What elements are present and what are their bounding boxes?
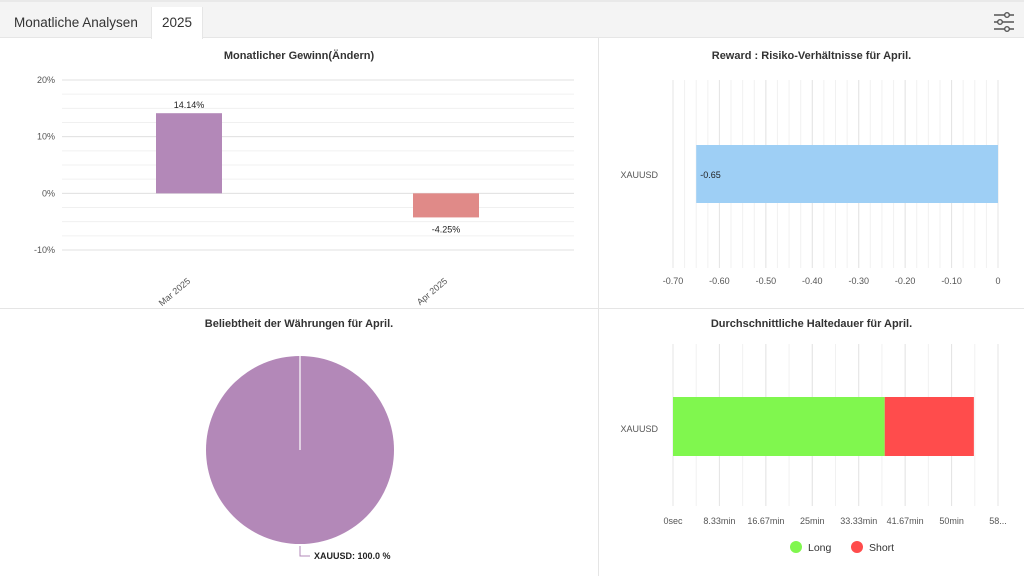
x-tick-label: -0.60	[709, 276, 730, 286]
x-tick-label: 8.33min	[703, 516, 735, 526]
sliders-icon[interactable]	[992, 10, 1016, 34]
tab-year-2025[interactable]: 2025	[151, 7, 204, 39]
x-tick-label: -0.30	[848, 276, 869, 286]
monthly-profit-chart: 20% 10% 0% -10% 14.14% Mar 2025 -4.25% Apr 2025	[34, 75, 574, 308]
panel-divider-horizontal	[0, 308, 1024, 309]
x-tick-label: 58...	[989, 516, 1007, 526]
chart-title-reward: Reward : Risiko-Verhältnisse für April.	[711, 50, 912, 62]
bar	[156, 113, 222, 194]
y-tick-label: XAUUSD	[620, 424, 658, 434]
x-tick-label: Mar 2025	[157, 276, 193, 308]
y-tick-label: 10%	[37, 132, 55, 142]
x-tick-label: -0.10	[941, 276, 962, 286]
tab-monthly-analyses[interactable]: Monatliche Analysen	[14, 15, 138, 30]
legend-label: Long	[808, 542, 832, 554]
data-label: -4.25%	[432, 224, 461, 234]
y-tick-label: 0%	[42, 188, 55, 198]
chart-title-monthly: Monatlicher Gewinn(Ändern)	[223, 50, 375, 62]
x-tick-label: -0.50	[756, 276, 777, 286]
x-tick-label: -0.70	[663, 276, 684, 286]
x-tick-label: 0	[995, 276, 1000, 286]
reward-risk-chart: -0.70 -0.60 -0.50 -0.40 -0.30 -0.20 -0.10 0 XAUU…	[620, 80, 1001, 286]
pie-data-label: XAUUSD: 100.0 %	[314, 551, 391, 561]
y-tick-label: 20%	[37, 75, 55, 85]
chart-title-popularity: Beliebtheit der Währungen für April.	[204, 318, 394, 330]
legend-marker	[790, 541, 802, 553]
x-tick-label: 0sec	[663, 516, 683, 526]
x-tick-label: 25min	[800, 516, 825, 526]
x-tick-label: 33.33min	[840, 516, 877, 526]
x-tick-label: Apr 2025	[415, 276, 449, 307]
panel-divider-vertical	[598, 38, 599, 576]
header-bar: Monatliche Analysen 2025	[0, 0, 1024, 39]
data-label: 14.14%	[174, 100, 205, 110]
bar	[696, 145, 998, 203]
currency-popularity-chart: XAUUSD: 100.0 %	[206, 356, 394, 561]
y-tick-label: -10%	[34, 245, 55, 255]
legend-label: Short	[869, 542, 894, 554]
pie-label-leader	[299, 546, 310, 557]
y-tick-label: XAUUSD	[620, 170, 658, 180]
bar	[413, 193, 479, 218]
bar-segment	[884, 397, 974, 456]
x-tick-label: 41.67min	[887, 516, 924, 526]
holding-time-chart: 0sec 8.33min 16.67min 25min 33.33min 41.67min…	[620, 344, 1007, 554]
bar-segment	[673, 397, 885, 456]
chart-title-holding: Durchschnittliche Haltedauer für April.	[710, 318, 913, 330]
legend-marker	[851, 541, 863, 553]
x-tick-label: -0.20	[895, 276, 916, 286]
x-tick-label: -0.40	[802, 276, 823, 286]
x-tick-label: 16.67min	[747, 516, 784, 526]
x-tick-label: 50min	[939, 516, 964, 526]
data-label: -0.65	[700, 170, 721, 180]
